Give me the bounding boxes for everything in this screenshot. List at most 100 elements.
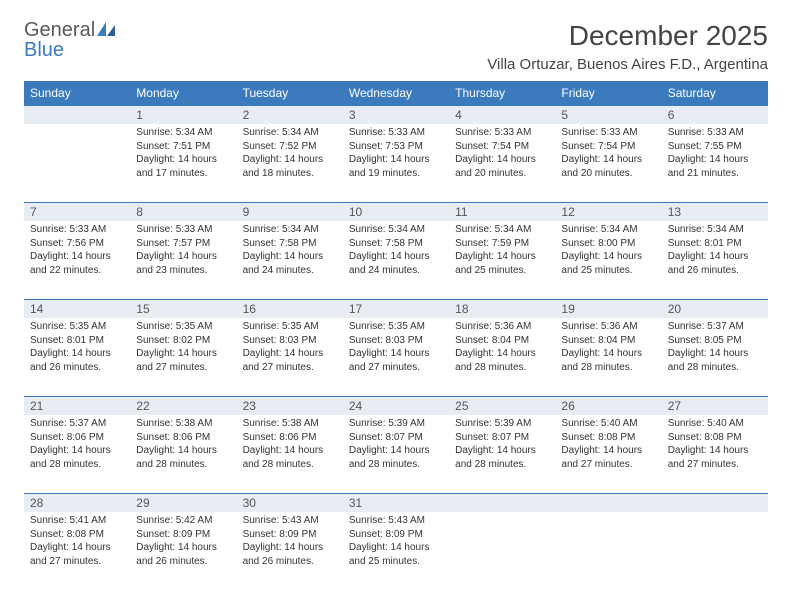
day-number: 7 (24, 203, 130, 221)
day-number-row: 28293031 (24, 493, 768, 512)
daylight-text: and 23 minutes. (136, 264, 230, 278)
title-block: December 2025 Villa Ortuzar, Buenos Aire… (487, 20, 768, 73)
daylight-text: Daylight: 14 hours (561, 250, 655, 264)
sunrise-text: Sunrise: 5:35 AM (30, 320, 124, 334)
daylight-text: and 28 minutes. (136, 458, 230, 472)
daylight-text: and 25 minutes. (561, 264, 655, 278)
sunrise-text: Sunrise: 5:37 AM (30, 417, 124, 431)
daylight-text: and 21 minutes. (668, 167, 762, 181)
calendar-page: General Blue December 2025 Villa Ortuzar… (0, 0, 792, 610)
daylight-text: and 26 minutes. (668, 264, 762, 278)
sunrise-text: Sunrise: 5:43 AM (243, 514, 337, 528)
daylight-text: Daylight: 14 hours (30, 541, 124, 555)
sunset-text: Sunset: 8:09 PM (243, 528, 337, 542)
sunrise-text: Sunrise: 5:35 AM (243, 320, 337, 334)
sunrise-text: Sunrise: 5:42 AM (136, 514, 230, 528)
day-cell (24, 124, 130, 202)
daylight-text: Daylight: 14 hours (349, 444, 443, 458)
week-row: Sunrise: 5:37 AMSunset: 8:06 PMDaylight:… (24, 415, 768, 493)
sunset-text: Sunset: 8:08 PM (561, 431, 655, 445)
weekday-header: Tuesday (237, 81, 343, 105)
day-number: 23 (237, 397, 343, 415)
daylight-text: and 28 minutes. (349, 458, 443, 472)
daylight-text: Daylight: 14 hours (243, 250, 337, 264)
logo-sail-icon (97, 20, 115, 40)
sunset-text: Sunset: 8:02 PM (136, 334, 230, 348)
sunrise-text: Sunrise: 5:33 AM (668, 126, 762, 140)
sunrise-text: Sunrise: 5:39 AM (349, 417, 443, 431)
daylight-text: and 27 minutes. (561, 458, 655, 472)
day-number (24, 106, 130, 124)
day-cell: Sunrise: 5:34 AMSunset: 7:52 PMDaylight:… (237, 124, 343, 202)
sunset-text: Sunset: 7:58 PM (349, 237, 443, 251)
weekday-header-row: Sunday Monday Tuesday Wednesday Thursday… (24, 81, 768, 105)
daylight-text: Daylight: 14 hours (136, 444, 230, 458)
day-number: 1 (130, 106, 236, 124)
week-row: Sunrise: 5:33 AMSunset: 7:56 PMDaylight:… (24, 221, 768, 299)
day-number: 27 (662, 397, 768, 415)
day-cell: Sunrise: 5:38 AMSunset: 8:06 PMDaylight:… (130, 415, 236, 493)
daylight-text: Daylight: 14 hours (136, 153, 230, 167)
sunset-text: Sunset: 8:09 PM (136, 528, 230, 542)
day-number: 6 (662, 106, 768, 124)
daylight-text: Daylight: 14 hours (349, 541, 443, 555)
day-cell (662, 512, 768, 590)
day-cell: Sunrise: 5:34 AMSunset: 7:58 PMDaylight:… (343, 221, 449, 299)
day-number-row: 21222324252627 (24, 396, 768, 415)
daylight-text: and 28 minutes. (668, 361, 762, 375)
sunset-text: Sunset: 8:03 PM (349, 334, 443, 348)
logo-word-general: General (24, 19, 95, 41)
day-number: 17 (343, 300, 449, 318)
daylight-text: Daylight: 14 hours (455, 250, 549, 264)
day-number: 22 (130, 397, 236, 415)
sunrise-text: Sunrise: 5:33 AM (455, 126, 549, 140)
day-number: 2 (237, 106, 343, 124)
day-cell: Sunrise: 5:35 AMSunset: 8:01 PMDaylight:… (24, 318, 130, 396)
day-cell: Sunrise: 5:33 AMSunset: 7:54 PMDaylight:… (555, 124, 661, 202)
location-subtitle: Villa Ortuzar, Buenos Aires F.D., Argent… (487, 56, 768, 73)
sunset-text: Sunset: 8:08 PM (668, 431, 762, 445)
day-number: 5 (555, 106, 661, 124)
day-cell: Sunrise: 5:33 AMSunset: 7:57 PMDaylight:… (130, 221, 236, 299)
day-number: 11 (449, 203, 555, 221)
sunrise-text: Sunrise: 5:38 AM (136, 417, 230, 431)
weekday-header: Sunday (24, 81, 130, 105)
sunrise-text: Sunrise: 5:34 AM (243, 223, 337, 237)
daylight-text: and 19 minutes. (349, 167, 443, 181)
sunset-text: Sunset: 8:01 PM (668, 237, 762, 251)
sunrise-text: Sunrise: 5:41 AM (30, 514, 124, 528)
weeks-container: 123456Sunrise: 5:34 AMSunset: 7:51 PMDay… (24, 105, 768, 590)
day-number: 3 (343, 106, 449, 124)
day-cell: Sunrise: 5:34 AMSunset: 7:51 PMDaylight:… (130, 124, 236, 202)
daylight-text: and 28 minutes. (561, 361, 655, 375)
day-number: 18 (449, 300, 555, 318)
daylight-text: Daylight: 14 hours (30, 444, 124, 458)
day-number: 4 (449, 106, 555, 124)
sunset-text: Sunset: 8:07 PM (455, 431, 549, 445)
daylight-text: Daylight: 14 hours (668, 153, 762, 167)
daylight-text: Daylight: 14 hours (243, 444, 337, 458)
sunrise-text: Sunrise: 5:34 AM (349, 223, 443, 237)
page-header: General Blue December 2025 Villa Ortuzar… (24, 20, 768, 73)
day-cell: Sunrise: 5:34 AMSunset: 7:59 PMDaylight:… (449, 221, 555, 299)
calendar-grid: Sunday Monday Tuesday Wednesday Thursday… (24, 81, 768, 590)
sunset-text: Sunset: 7:53 PM (349, 140, 443, 154)
daylight-text: and 20 minutes. (561, 167, 655, 181)
sunrise-text: Sunrise: 5:34 AM (668, 223, 762, 237)
day-cell: Sunrise: 5:33 AMSunset: 7:55 PMDaylight:… (662, 124, 768, 202)
day-cell: Sunrise: 5:37 AMSunset: 8:05 PMDaylight:… (662, 318, 768, 396)
day-cell: Sunrise: 5:36 AMSunset: 8:04 PMDaylight:… (555, 318, 661, 396)
sunset-text: Sunset: 8:03 PM (243, 334, 337, 348)
sunset-text: Sunset: 8:06 PM (243, 431, 337, 445)
day-number: 9 (237, 203, 343, 221)
daylight-text: Daylight: 14 hours (455, 347, 549, 361)
sunrise-text: Sunrise: 5:34 AM (136, 126, 230, 140)
day-cell: Sunrise: 5:43 AMSunset: 8:09 PMDaylight:… (343, 512, 449, 590)
sunrise-text: Sunrise: 5:40 AM (668, 417, 762, 431)
daylight-text: and 26 minutes. (243, 555, 337, 569)
daylight-text: and 25 minutes. (349, 555, 443, 569)
sunset-text: Sunset: 8:09 PM (349, 528, 443, 542)
daylight-text: Daylight: 14 hours (243, 541, 337, 555)
sunrise-text: Sunrise: 5:36 AM (561, 320, 655, 334)
day-cell: Sunrise: 5:33 AMSunset: 7:54 PMDaylight:… (449, 124, 555, 202)
